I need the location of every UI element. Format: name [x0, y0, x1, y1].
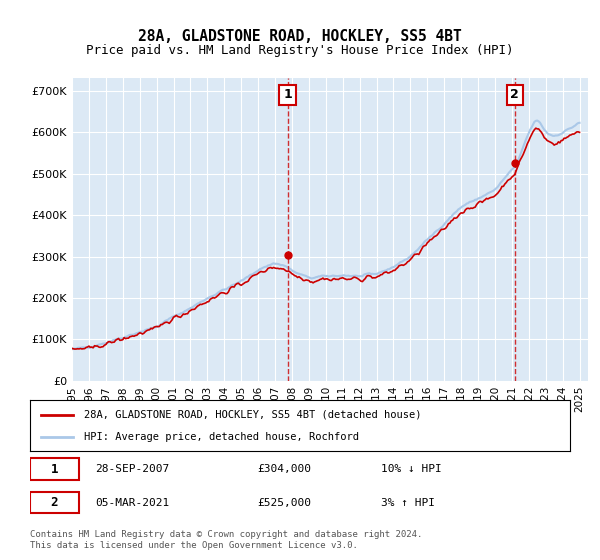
Text: £525,000: £525,000 [257, 497, 311, 507]
Text: 2: 2 [511, 88, 519, 101]
Text: 28A, GLADSTONE ROAD, HOCKLEY, SS5 4BT: 28A, GLADSTONE ROAD, HOCKLEY, SS5 4BT [138, 29, 462, 44]
Text: This data is licensed under the Open Government Licence v3.0.: This data is licensed under the Open Gov… [30, 542, 358, 550]
Text: 2: 2 [50, 496, 58, 509]
Text: HPI: Average price, detached house, Rochford: HPI: Average price, detached house, Roch… [84, 432, 359, 442]
Text: 1: 1 [50, 463, 58, 475]
Text: Price paid vs. HM Land Registry's House Price Index (HPI): Price paid vs. HM Land Registry's House … [86, 44, 514, 57]
Text: 28-SEP-2007: 28-SEP-2007 [95, 464, 169, 474]
Text: 28A, GLADSTONE ROAD, HOCKLEY, SS5 4BT (detached house): 28A, GLADSTONE ROAD, HOCKLEY, SS5 4BT (d… [84, 409, 421, 419]
Text: 1: 1 [283, 88, 292, 101]
Text: 10% ↓ HPI: 10% ↓ HPI [381, 464, 442, 474]
Text: 3% ↑ HPI: 3% ↑ HPI [381, 497, 435, 507]
FancyBboxPatch shape [30, 492, 79, 514]
Text: Contains HM Land Registry data © Crown copyright and database right 2024.: Contains HM Land Registry data © Crown c… [30, 530, 422, 539]
FancyBboxPatch shape [30, 458, 79, 480]
Text: £304,000: £304,000 [257, 464, 311, 474]
Text: 05-MAR-2021: 05-MAR-2021 [95, 497, 169, 507]
